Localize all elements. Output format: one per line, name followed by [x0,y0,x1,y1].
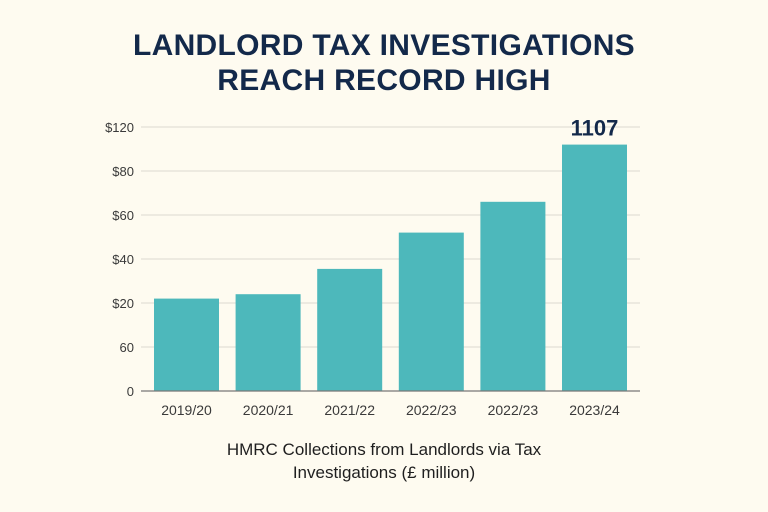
bar [235,294,301,391]
bar [562,144,627,391]
bar [398,232,464,391]
data-label: 1107 [571,116,619,141]
bar [317,268,383,391]
chart-caption-line-2: Investigations (£ million) [292,463,476,482]
y-tick-label: $80 [112,164,134,179]
y-tick-label: 0 [127,384,134,399]
bar [480,201,546,391]
chart-title: LANDLORD TAX INVESTIGATIONS REACH RECORD… [0,28,768,98]
y-tick-label: $20 [112,296,134,311]
y-tick-label: $60 [112,208,134,223]
y-tick-label: $120 [105,120,134,135]
y-tick-label: $40 [112,252,134,267]
bar [154,298,219,391]
x-tick-label: 2019/20 [161,402,212,418]
x-tick-label: 2023/24 [569,402,620,418]
x-tick-label: 2021/22 [324,402,375,418]
x-tick-label: 2020/21 [243,402,294,418]
x-tick-label: 2022/23 [488,402,539,418]
chart-title-line-2: REACH RECORD HIGH [217,64,551,97]
chart-caption: HMRC Collections from Landlords via Tax … [0,438,768,484]
x-tick-label: 2022/23 [406,402,457,418]
y-tick-label: 60 [120,340,134,355]
chart-title-line-1: LANDLORD TAX INVESTIGATIONS [133,29,635,62]
chart-caption-line-1: HMRC Collections from Landlords via Tax [226,440,542,459]
